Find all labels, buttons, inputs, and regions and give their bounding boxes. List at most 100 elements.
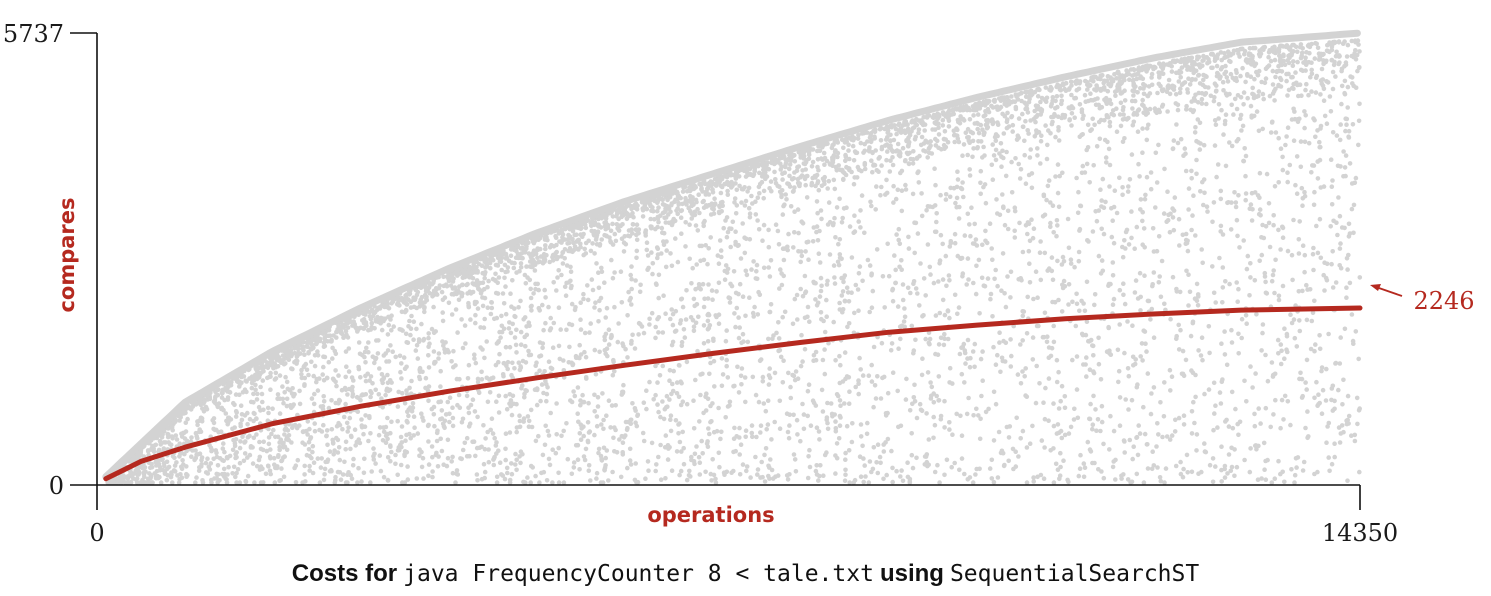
scatter-point — [512, 306, 517, 311]
scatter-point — [1328, 224, 1333, 229]
scatter-point — [777, 426, 783, 432]
scatter-point — [644, 406, 649, 412]
scatter-point — [560, 261, 566, 266]
scatter-point — [233, 392, 239, 397]
scatter-point — [1327, 468, 1332, 474]
scatter-point — [1324, 121, 1330, 126]
scatter-point — [170, 436, 175, 441]
scatter-point — [655, 246, 661, 251]
scatter-point — [388, 343, 393, 348]
scatter-point — [1318, 144, 1323, 150]
scatter-point — [480, 270, 486, 276]
scatter-point — [1053, 461, 1059, 467]
scatter-point — [744, 468, 749, 474]
scatter-point — [962, 471, 967, 477]
scatter-point — [697, 472, 703, 477]
scatter-point — [659, 225, 665, 231]
scatter-point — [664, 248, 669, 253]
scatter-point — [1332, 454, 1337, 460]
scatter-point — [927, 336, 933, 342]
scatter-point — [1059, 101, 1064, 107]
scatter-point — [740, 221, 745, 226]
scatter-point — [869, 469, 874, 475]
scatter-point — [1066, 245, 1072, 251]
scatter-point — [965, 152, 970, 158]
scatter-point — [1149, 75, 1154, 80]
scatter-point — [1306, 434, 1311, 439]
scatter-point — [1249, 190, 1255, 196]
scatter-point — [851, 230, 856, 235]
scatter-point — [261, 439, 267, 445]
scatter-point — [279, 466, 284, 471]
scatter-point — [738, 442, 744, 448]
scatter-point — [1130, 323, 1135, 329]
scatter-point — [1275, 337, 1281, 343]
scatter-point — [837, 167, 843, 173]
scatter-point — [656, 454, 661, 460]
scatter-point — [637, 289, 643, 295]
scatter-point — [1107, 162, 1113, 168]
scatter-point — [548, 365, 554, 371]
scatter-point — [1221, 132, 1226, 137]
scatter-point — [431, 304, 436, 310]
scatter-point — [690, 265, 695, 271]
scatter-point — [1276, 135, 1281, 141]
scatter-point — [390, 349, 396, 355]
scatter-point — [893, 196, 899, 202]
scatter-point — [542, 442, 548, 448]
scatter-point — [592, 347, 598, 353]
scatter-point — [872, 129, 878, 135]
scatter-point — [336, 373, 341, 378]
scatter-point — [1191, 108, 1197, 113]
scatter-point — [547, 327, 553, 333]
scatter-point — [798, 438, 803, 444]
scatter-point — [1317, 346, 1323, 352]
scatter-point — [826, 178, 832, 184]
scatter-point — [980, 242, 985, 248]
scatter-point — [775, 228, 781, 234]
scatter-point — [919, 372, 925, 378]
scatter-point — [773, 222, 779, 227]
scatter-point — [526, 348, 531, 354]
scatter-point — [1285, 248, 1291, 254]
scatter-point — [677, 472, 682, 478]
scatter-point — [955, 177, 961, 182]
scatter-point — [967, 167, 972, 172]
scatter-point — [909, 452, 915, 458]
scatter-point — [1013, 464, 1019, 469]
scatter-point — [991, 389, 997, 395]
scatter-point — [1250, 85, 1255, 91]
scatter-point — [1289, 52, 1294, 57]
scatter-point — [856, 271, 862, 276]
scatter-point — [1356, 142, 1361, 148]
scatter-point — [1196, 140, 1201, 145]
scatter-point — [1181, 413, 1187, 419]
scatter-point — [470, 397, 476, 403]
scatter-point — [479, 377, 485, 382]
scatter-point — [875, 470, 881, 476]
scatter-point — [454, 288, 459, 294]
scatter-point — [593, 371, 599, 377]
scatter-point — [931, 280, 937, 286]
scatter-point — [722, 277, 728, 283]
scatter-point — [814, 199, 820, 204]
scatter-point — [1061, 81, 1066, 87]
scatter-point — [1003, 173, 1009, 179]
scatter-point — [438, 368, 444, 374]
scatter-point — [306, 351, 311, 356]
scatter-point — [644, 240, 650, 245]
scatter-point — [343, 447, 349, 452]
scatter-point — [372, 360, 377, 366]
scatter-point — [1010, 129, 1015, 134]
scatter-point — [860, 278, 865, 284]
scatter-point — [361, 325, 367, 331]
scatter-point — [843, 450, 848, 456]
scatter-point — [990, 177, 996, 182]
scatter-point — [794, 417, 800, 423]
scatter-point — [440, 310, 446, 315]
scatter-point — [633, 461, 638, 466]
scatter-point — [1326, 455, 1331, 460]
scatter-point — [903, 187, 909, 192]
scatter-point — [871, 344, 877, 350]
scatter-point — [1257, 170, 1263, 176]
